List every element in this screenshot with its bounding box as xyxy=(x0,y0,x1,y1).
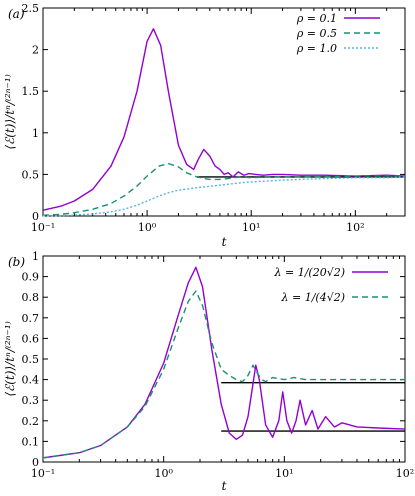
x-tick-label: 10⁻¹ xyxy=(31,467,55,480)
y-tick-label: 1 xyxy=(32,250,39,263)
legend-label: λ = 1/(20√2) xyxy=(274,266,345,279)
chart-panel-1: 0 0.1 0.2 0.3 0.4 0.5 0.6 0.7 0.8 0.9 1 10⁻¹ 10⁰ 10¹ 1… xyxy=(3,250,414,493)
y-tick-label: 0.5 xyxy=(22,353,40,366)
x-tick-label: 10⁻¹ xyxy=(31,221,55,234)
y-tick-label: 0 xyxy=(32,456,39,469)
x-axis-label: t xyxy=(222,479,227,493)
series-line-1 xyxy=(42,162,405,216)
x-tick-label: 10² xyxy=(346,221,364,234)
y-axis-label: ⟨ℰ(t)⟩/tⁿ/⁽²ⁿ⁻¹⁾ xyxy=(3,74,17,149)
legend-label: ρ = 0.1 xyxy=(296,12,337,25)
y-tick-label: 0.4 xyxy=(22,374,40,387)
y-tick-label: 1.5 xyxy=(22,85,40,98)
panel-label: (b) xyxy=(8,255,25,269)
y-tick-label: 2 xyxy=(32,44,39,57)
legend-label: λ = 1/(4√2) xyxy=(281,291,345,304)
y-tick-label: 0.2 xyxy=(22,415,40,428)
legend-label: ρ = 0.5 xyxy=(296,27,337,40)
y-tick-label: 0.3 xyxy=(22,394,40,407)
y-tick-label: 0.6 xyxy=(22,332,40,345)
y-tick-label: 0.5 xyxy=(22,168,40,181)
plot-frame xyxy=(42,7,406,217)
series-line-0 xyxy=(42,28,406,211)
panel-label: (a) xyxy=(8,7,25,21)
x-tick-label: 10⁰ xyxy=(138,221,157,234)
y-tick-label: 0.8 xyxy=(22,291,40,304)
chart-panel-0: 0 0.5 1 1.5 2 2.5 10⁻¹ 10⁰ 10¹ 10² t ⟨ℰ(t)⟩/tⁿ/⁽²ⁿ⁻… xyxy=(3,2,406,249)
legend-label: ρ = 1.0 xyxy=(296,42,337,55)
x-tick-label: 10⁰ xyxy=(154,467,173,480)
y-axis-label: ⟨ℰ(t)⟩/tⁿ/⁽²ⁿ⁻¹⁾ xyxy=(3,321,17,396)
y-tick-label: 0.9 xyxy=(22,271,40,284)
x-tick-label: 10¹ xyxy=(275,467,293,480)
series-line-2 xyxy=(42,176,406,217)
panels: 0 0.5 1 1.5 2 2.5 10⁻¹ 10⁰ 10¹ 10² t ⟨ℰ(t)⟩/tⁿ/⁽²ⁿ⁻… xyxy=(3,2,414,493)
x-axis-label: t xyxy=(222,235,227,249)
x-tick-label: 10² xyxy=(396,467,414,480)
y-tick-label: 0.1 xyxy=(22,435,40,448)
series-line-1 xyxy=(42,290,405,459)
y-tick-label: 0.7 xyxy=(22,312,40,325)
series-line-0 xyxy=(42,266,406,459)
y-tick-label: 2.5 xyxy=(22,2,40,15)
x-tick-label: 10¹ xyxy=(242,221,260,234)
y-tick-label: 0 xyxy=(32,210,39,223)
y-tick-label: 1 xyxy=(32,127,39,140)
